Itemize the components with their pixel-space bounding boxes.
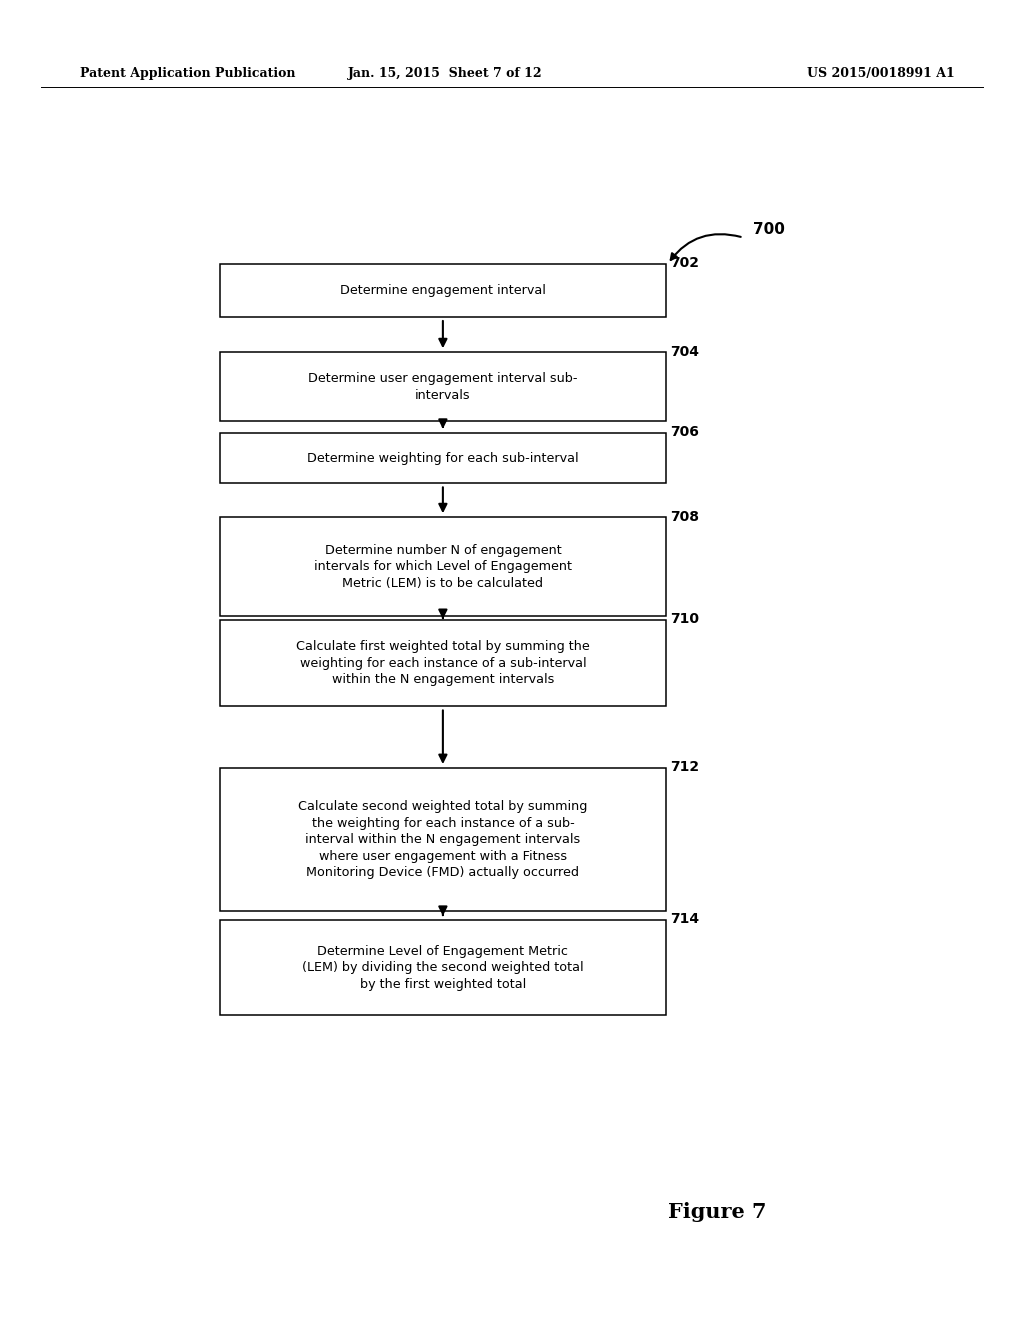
Text: Jan. 15, 2015  Sheet 7 of 12: Jan. 15, 2015 Sheet 7 of 12	[348, 67, 543, 81]
FancyBboxPatch shape	[220, 433, 666, 483]
FancyBboxPatch shape	[220, 768, 666, 911]
Text: Determine number N of engagement
intervals for which Level of Engagement
Metric : Determine number N of engagement interva…	[314, 544, 571, 590]
Text: Calculate first weighted total by summing the
weighting for each instance of a s: Calculate first weighted total by summin…	[296, 640, 590, 686]
Text: US 2015/0018991 A1: US 2015/0018991 A1	[807, 67, 954, 81]
Text: Determine Level of Engagement Metric
(LEM) by dividing the second weighted total: Determine Level of Engagement Metric (LE…	[302, 945, 584, 990]
Text: Determine engagement interval: Determine engagement interval	[340, 284, 546, 297]
Text: Calculate second weighted total by summing
the weighting for each instance of a : Calculate second weighted total by summi…	[298, 800, 588, 879]
Text: 706: 706	[670, 425, 698, 440]
Text: Determine user engagement interval sub-
intervals: Determine user engagement interval sub- …	[308, 372, 578, 401]
Text: 710: 710	[670, 612, 698, 627]
Text: 714: 714	[670, 912, 698, 927]
Text: Determine weighting for each sub-interval: Determine weighting for each sub-interva…	[307, 451, 579, 465]
Text: 702: 702	[670, 256, 698, 271]
FancyBboxPatch shape	[220, 264, 666, 317]
Text: 700: 700	[753, 222, 784, 238]
FancyBboxPatch shape	[220, 920, 666, 1015]
FancyArrowPatch shape	[671, 234, 740, 260]
FancyBboxPatch shape	[220, 517, 666, 616]
Text: 704: 704	[670, 345, 698, 359]
Text: 712: 712	[670, 760, 698, 775]
Text: Figure 7: Figure 7	[668, 1201, 766, 1222]
FancyBboxPatch shape	[220, 620, 666, 706]
FancyBboxPatch shape	[220, 352, 666, 421]
Text: Patent Application Publication: Patent Application Publication	[80, 67, 295, 81]
Text: 708: 708	[670, 510, 698, 524]
